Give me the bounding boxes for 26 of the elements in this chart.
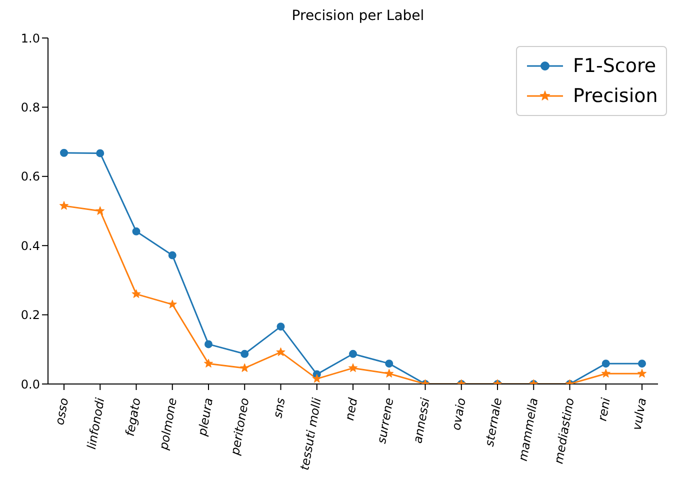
y-tick-label: 0.2 — [20, 308, 40, 322]
x-tick-label: mammella — [516, 396, 541, 462]
y-tick-label: 0.6 — [20, 170, 40, 184]
chart-title: Precision per Label — [290, 8, 426, 26]
y-tick-label: 0.0 — [20, 377, 40, 392]
legend-label: F1-Score — [573, 54, 656, 79]
y-tick-label: 1.0 — [20, 31, 40, 46]
x-tick-label: linfonodi — [84, 396, 108, 450]
legend-label: Precision — [573, 84, 658, 109]
x-tick-label: sternale — [482, 396, 505, 448]
x-tick-label: ovaio — [449, 396, 468, 432]
x-tick-label: mediastino — [551, 396, 577, 465]
x-tick-label: vulva — [630, 396, 650, 432]
x-tick-label: sns — [270, 396, 288, 420]
y-tick-label: 0.4 — [20, 238, 40, 253]
x-tick-label: reni — [595, 396, 614, 422]
x-tick-label: surrene — [374, 396, 396, 445]
y-tick-label: 0.8 — [20, 100, 40, 114]
x-tick-label: peritoneo — [228, 396, 252, 458]
x-tick-label: ned — [342, 396, 360, 422]
x-tick-label: pleura — [194, 396, 216, 438]
x-tick-label: annessi — [410, 396, 432, 444]
x-tick-label: polmone — [156, 396, 180, 452]
x-tick-label: fegato — [122, 396, 144, 438]
x-tick-label: tessuti molli — [297, 396, 324, 472]
x-tick-label: osso — [52, 396, 72, 426]
